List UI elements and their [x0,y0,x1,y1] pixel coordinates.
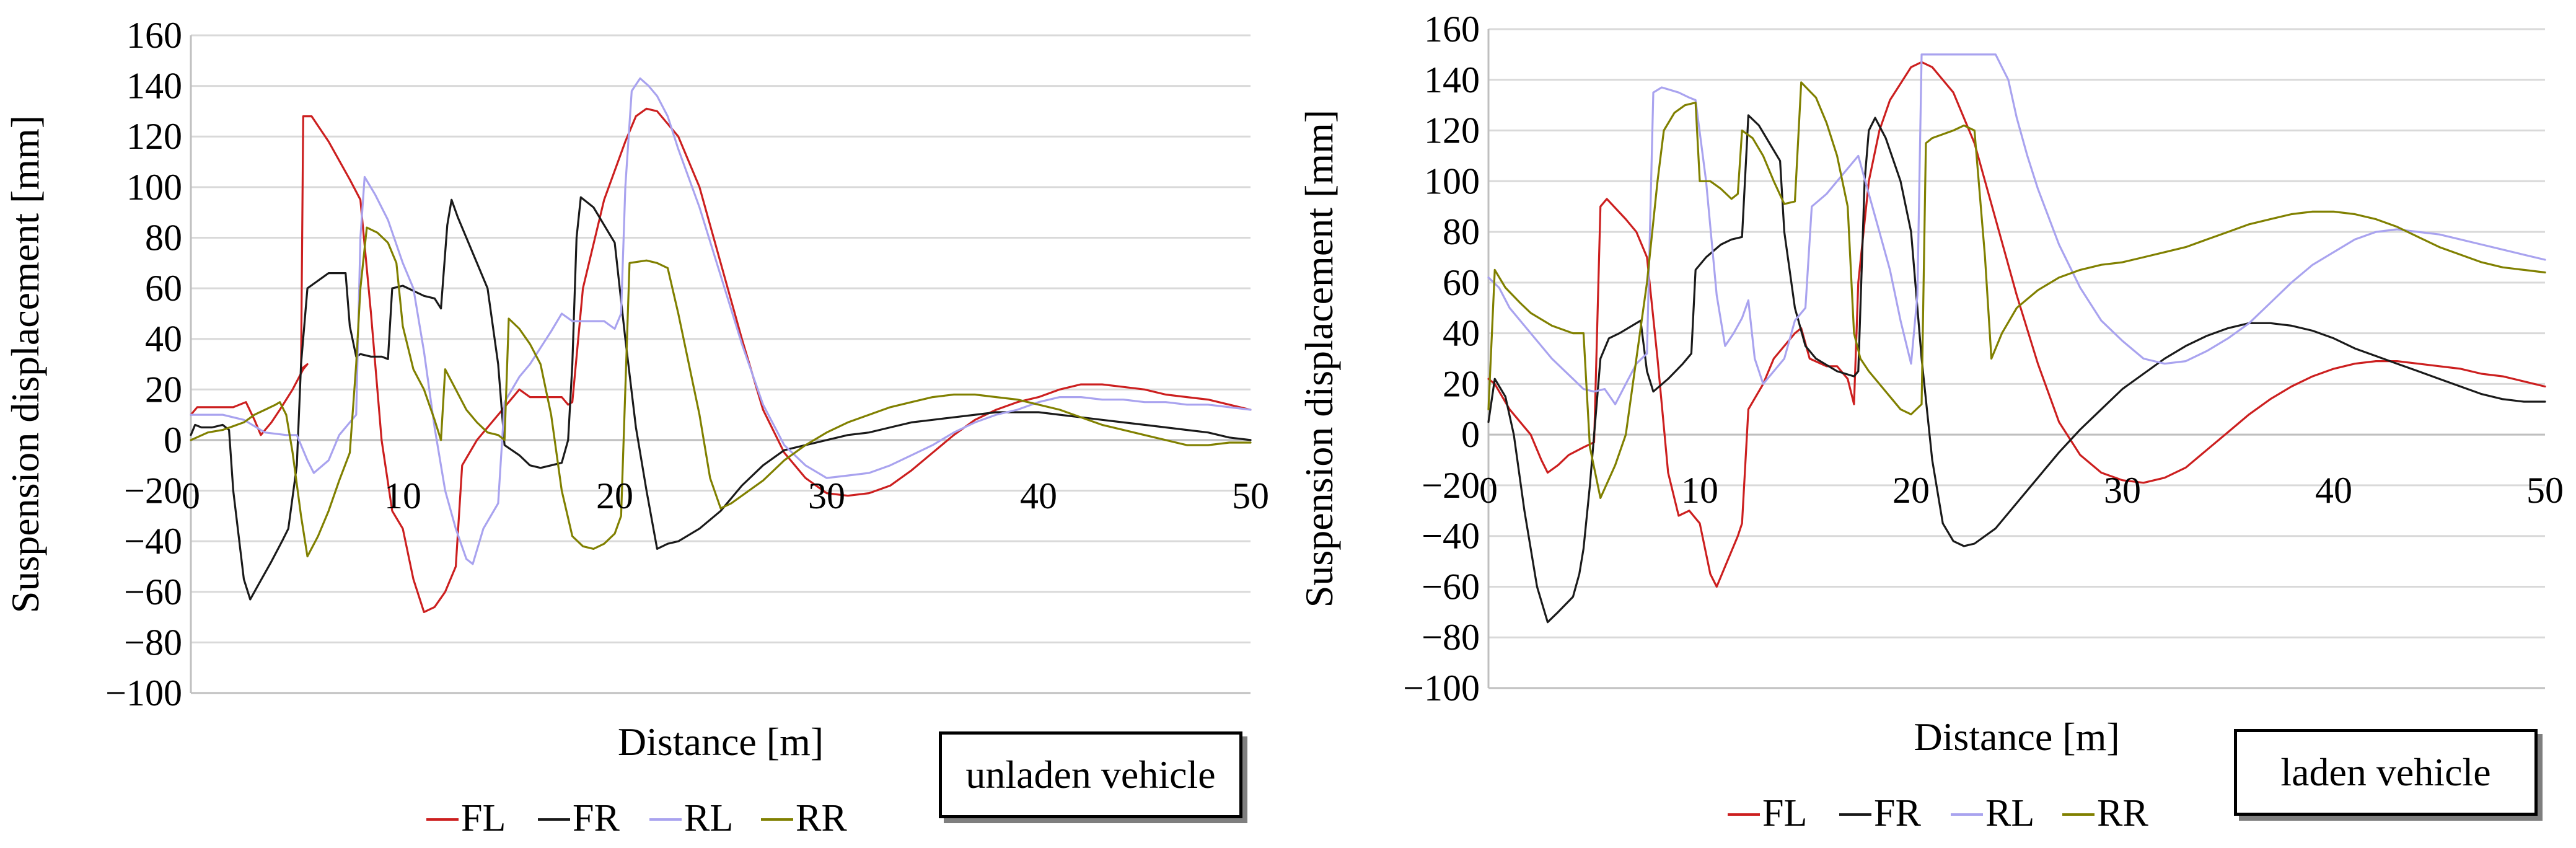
x-tick-label: 20 [1892,470,1930,511]
series-line-rl [190,77,1252,565]
chart-panel-unladen: −100 −80 −60 −40 −20 0 20 40 60 80 100 120 140 160 0 10… [3,15,1269,839]
y-tick-label: 120 [126,116,182,157]
legend-label-rr: RR [796,797,847,839]
legend-label-fr: FR [1874,792,1921,834]
legend-label-rr: RR [2097,792,2148,834]
x-tick-label: 40 [2315,470,2352,511]
chart-panel-laden: −100 −80 −60 −40 −20 0 20 40 60 80 100 120 140 160 0 10… [1295,0,2576,848]
legend-label-fr: FR [573,797,620,839]
x-tick-label: 40 [1020,475,1057,516]
y-tick-label: 140 [126,66,182,107]
y-tick-label: 60 [1443,262,1480,303]
y-tick-label: −20 [1422,465,1480,506]
y-tick-label: −100 [105,673,182,713]
y-tick-label: −80 [124,622,182,663]
y-axis-title: Suspension displacement [mm] [1297,110,1341,607]
x-tick-label: 10 [384,475,421,516]
x-tick-label: 20 [596,475,633,516]
y-tick-label: 80 [1443,211,1480,252]
legend-label-rl: RL [684,797,733,839]
y-tick-label: −80 [1422,617,1480,658]
y-tick-label: 80 [145,217,182,258]
x-tick-label: 0 [1479,470,1498,511]
legend-label-rl: RL [1985,792,2034,834]
x-tick-label: 30 [808,475,845,516]
y-tick-label: 20 [145,369,182,410]
y-tick-label: 60 [145,268,182,309]
legend-label-fl: FL [1762,792,1807,834]
x-tick-label: 50 [1232,475,1269,516]
y-tick-label: 0 [1461,414,1480,455]
series-line-rl [1487,53,2546,405]
series-line-fl [190,107,1252,614]
y-tick-label: 0 [164,420,182,461]
series-line-fr [190,196,1252,601]
y-tick-label: 40 [1443,313,1480,354]
annotation-box-laden: laden vehicle [2234,729,2538,816]
x-tick-label: 10 [1681,470,1718,511]
x-axis-title: Distance [m] [618,720,824,764]
x-tick-label: 30 [2104,470,2141,511]
y-tick-label: −40 [124,521,182,562]
series-line-fr [1487,114,2546,624]
y-tick-label: −100 [1403,668,1480,709]
x-tick-label: 50 [2526,470,2564,511]
y-tick-label: 20 [1443,363,1480,404]
legend-label-fl: FL [461,797,506,839]
annotation-box-unladen: unladen vehicle [939,731,1242,818]
y-tick-label: −40 [1422,516,1480,557]
y-tick-label: 40 [145,319,182,360]
y-tick-label: 160 [126,15,182,56]
y-tick-label: 140 [1424,60,1480,100]
series-line-rr [190,226,1252,558]
y-tick-label: 160 [1424,9,1480,50]
y-tick-label: 120 [1424,110,1480,151]
x-tick-label: 0 [182,475,200,516]
y-tick-label: −20 [124,470,182,511]
y-tick-label: 100 [1424,161,1480,201]
y-tick-label: −60 [1422,566,1480,607]
series-line-rr [1487,81,2546,500]
series-line-fl [1487,61,2546,588]
y-axis-title: Suspension displacement [mm] [3,115,47,613]
y-tick-label: 100 [126,167,182,208]
x-axis-title: Distance [m] [1914,715,2119,759]
y-tick-label: −60 [124,572,182,612]
